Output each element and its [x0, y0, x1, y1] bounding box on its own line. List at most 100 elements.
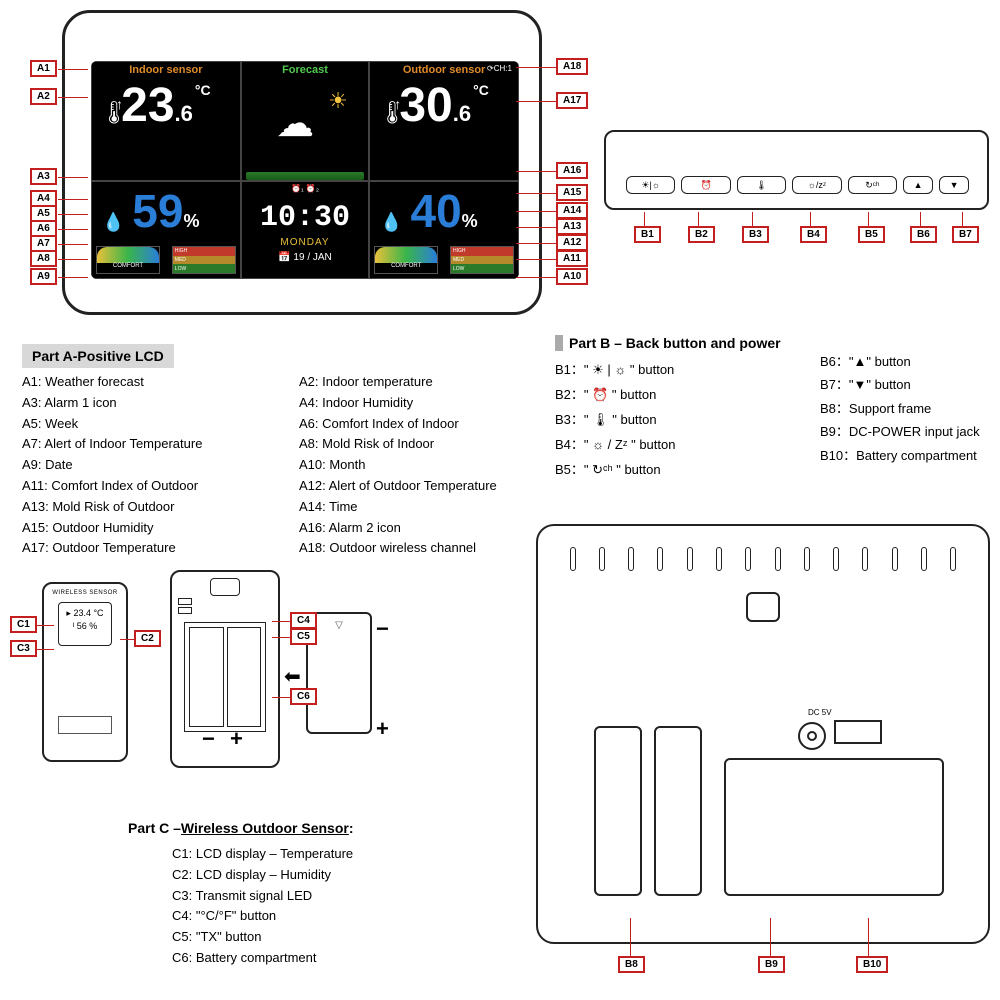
list-item: B3：" 🌡 " button [555, 408, 675, 433]
callout-C5: C5 [290, 628, 317, 645]
clock-time: 10:30 [242, 193, 368, 235]
mold-indoor: HIGH MED LOW [172, 246, 236, 274]
callout-B7: B7 [952, 226, 979, 243]
date: 📅 19 / JAN [242, 252, 368, 263]
cloud-icon: ☁☀ [276, 105, 334, 143]
support-foot [594, 726, 642, 896]
list-item: A16: Alarm 2 icon [299, 518, 552, 539]
callout-A12: A12 [556, 234, 588, 251]
list-item: B5：" ↻ᶜʰ " button [555, 458, 675, 483]
button-B1: ☀|☼ [626, 176, 675, 194]
arrow-icon: ⬅ [284, 664, 301, 689]
list-item: B1：" ☀ | ☼ " button [555, 358, 675, 383]
list-item: A6: Comfort Index of Indoor [299, 414, 552, 435]
list-item: B8：Support frame [820, 397, 980, 420]
callout-A1: A1 [30, 60, 57, 77]
list-item: C6: Battery compartment [172, 948, 353, 969]
sensor-back [170, 570, 280, 768]
list-item: A5: Week [22, 414, 275, 435]
callout-C6: C6 [290, 688, 317, 705]
hatch [834, 720, 882, 744]
drop-icon: 💧 [102, 212, 124, 233]
list-item: B7："▼" button [820, 373, 980, 396]
dc-jack [798, 722, 826, 750]
callout-B9: B9 [758, 956, 785, 973]
list-item: A7: Alert of Indoor Temperature [22, 434, 275, 455]
sensor-battery [184, 622, 266, 732]
list-item: C4: "°C/°F" button [172, 906, 353, 927]
alarm-icons: ⏰₁ ⏰₂ [242, 184, 368, 193]
vent-holes [558, 536, 968, 582]
list-item: B2：" ⏰ " button [555, 383, 675, 408]
device-back: DC 5V [536, 524, 990, 944]
comfort-outdoor: COMFORT [374, 246, 438, 274]
callout-B1: B1 [634, 226, 661, 243]
callout-B6: B6 [910, 226, 937, 243]
callout-A14: A14 [556, 202, 588, 219]
panel-indoor: Indoor sensor 🌡 ↑ 23.6°C [91, 61, 241, 181]
callout-A13: A13 [556, 218, 588, 235]
panel-outdoor-humidity: 💧 40% COMFORT HIGH MED LOW [369, 181, 519, 279]
comfort-indoor: COMFORT [96, 246, 160, 274]
sensor-c5-button [178, 607, 192, 614]
weekday: MONDAY [242, 237, 368, 248]
indoor-title: Indoor sensor [92, 62, 240, 76]
sensor-screen: ▸ 23.4 °C ᴵ 56 % [58, 602, 112, 646]
callout-A9: A9 [30, 268, 57, 285]
callout-A16: A16 [556, 162, 588, 179]
callout-A3: A3 [30, 168, 57, 185]
list-item: C5: "TX" button [172, 927, 353, 948]
button-B4: ☼/zᶻ [792, 176, 841, 194]
panel-forecast: Forecast ☁☀ [241, 61, 369, 181]
thermometer-icon: 🌡 [378, 100, 406, 126]
list-item: A12: Alert of Outdoor Temperature [299, 476, 552, 497]
list-item: A17: Outdoor Temperature [22, 538, 275, 559]
list-item: A14: Time [299, 497, 552, 518]
callout-B10: B10 [856, 956, 888, 973]
list-item: A8: Mold Risk of Indoor [299, 434, 552, 455]
list-item: B4：" ☼ / Zᶻ " button [555, 433, 675, 458]
callout-C2: C2 [134, 630, 161, 647]
callout-C4: C4 [290, 612, 317, 629]
callout-B5: B5 [858, 226, 885, 243]
button-B5: ↻ᶜʰ [848, 176, 897, 194]
list-item: A18: Outdoor wireless channel [299, 538, 552, 559]
list-item: C1: LCD display – Temperature [172, 844, 353, 865]
drop-icon: 💧 [380, 212, 402, 233]
callout-A17: A17 [556, 92, 588, 109]
button-B6: ▲ [903, 176, 933, 194]
wall-hanger [746, 592, 780, 622]
list-item: A3: Alarm 1 icon [22, 393, 275, 414]
minus-icon: − [376, 616, 389, 642]
list-item: C3: Transmit signal LED [172, 886, 353, 907]
part-b-list2: B6："▲" buttonB7："▼" buttonB8：Support fra… [820, 350, 980, 467]
sun-icon: ☀ [328, 88, 348, 113]
button-B2: ⏰ [681, 176, 730, 194]
callout-A2: A2 [30, 88, 57, 105]
callout-B8: B8 [618, 956, 645, 973]
callout-C3: C3 [10, 640, 37, 657]
panel-outdoor: Outdoor sensor ⟳CH:1 🌡 ↑ 30.6°C [369, 61, 519, 181]
callout-A8: A8 [30, 250, 57, 267]
sensor-front: WIRELESS SENSOR ▸ 23.4 °C ᴵ 56 % [42, 582, 128, 762]
callout-B3: B3 [742, 226, 769, 243]
minus-icon: − [202, 726, 215, 752]
plus-icon: + [376, 716, 389, 742]
part-b-list: B1：" ☀ | ☼ " buttonB2：" ⏰ " buttonB3：" 🌡… [555, 358, 675, 483]
callout-A18: A18 [556, 58, 588, 75]
part-a-list: A1: Weather forecastA3: Alarm 1 iconA5: … [22, 372, 552, 559]
list-item: A9: Date [22, 455, 275, 476]
sensor-vent [58, 716, 112, 734]
list-item: A11: Comfort Index of Outdoor [22, 476, 275, 497]
list-item: A15: Outdoor Humidity [22, 518, 275, 539]
trend-up-icon: ↑ [394, 96, 401, 112]
button-B3: 🌡 [737, 176, 786, 194]
sensor-title: WIRELESS SENSOR [44, 590, 126, 596]
list-item: A2: Indoor temperature [299, 372, 552, 393]
device-top-buttons: ☀|☼⏰🌡☼/zᶻ↻ᶜʰ▲▼ [604, 130, 989, 210]
list-item: A1: Weather forecast [22, 372, 275, 393]
device-front: Indoor sensor 🌡 ↑ 23.6°C Forecast ☁☀ Out… [62, 10, 542, 315]
callout-A15: A15 [556, 184, 588, 201]
battery-compartment [724, 758, 944, 896]
list-item: B6："▲" button [820, 350, 980, 373]
